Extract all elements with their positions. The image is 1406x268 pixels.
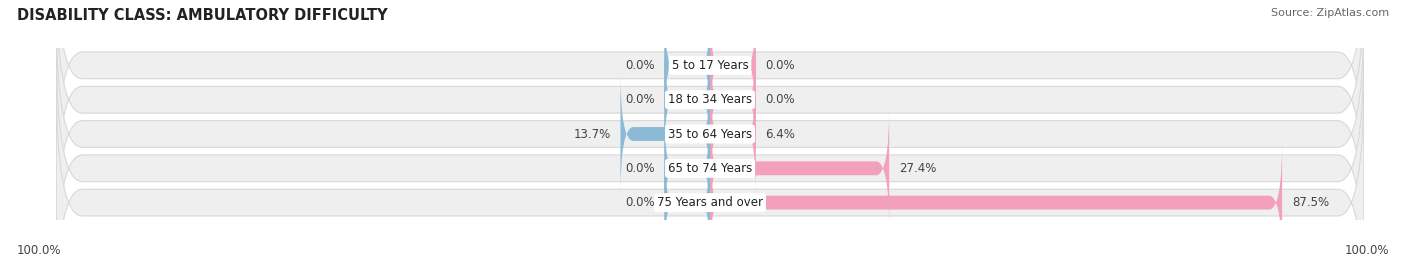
Text: Source: ZipAtlas.com: Source: ZipAtlas.com	[1271, 8, 1389, 18]
FancyBboxPatch shape	[664, 107, 710, 230]
Text: DISABILITY CLASS: AMBULATORY DIFFICULTY: DISABILITY CLASS: AMBULATORY DIFFICULTY	[17, 8, 388, 23]
Text: 6.4%: 6.4%	[766, 128, 796, 140]
Text: 18 to 34 Years: 18 to 34 Years	[668, 93, 752, 106]
FancyBboxPatch shape	[56, 10, 1364, 258]
Text: 0.0%: 0.0%	[624, 93, 654, 106]
Text: 0.0%: 0.0%	[624, 162, 654, 175]
FancyBboxPatch shape	[710, 72, 756, 196]
FancyBboxPatch shape	[664, 38, 710, 161]
Text: 75 Years and over: 75 Years and over	[657, 196, 763, 209]
Text: 27.4%: 27.4%	[898, 162, 936, 175]
FancyBboxPatch shape	[56, 79, 1364, 268]
Text: 0.0%: 0.0%	[624, 59, 654, 72]
FancyBboxPatch shape	[620, 72, 710, 196]
Text: 0.0%: 0.0%	[766, 59, 796, 72]
Text: 35 to 64 Years: 35 to 64 Years	[668, 128, 752, 140]
FancyBboxPatch shape	[710, 107, 889, 230]
FancyBboxPatch shape	[56, 0, 1364, 189]
FancyBboxPatch shape	[664, 141, 710, 264]
FancyBboxPatch shape	[664, 4, 710, 127]
FancyBboxPatch shape	[710, 4, 756, 127]
Text: 100.0%: 100.0%	[1344, 244, 1389, 257]
Text: 13.7%: 13.7%	[574, 128, 610, 140]
FancyBboxPatch shape	[710, 141, 1282, 264]
FancyBboxPatch shape	[710, 38, 756, 161]
FancyBboxPatch shape	[56, 44, 1364, 268]
FancyBboxPatch shape	[56, 0, 1364, 224]
Text: 65 to 74 Years: 65 to 74 Years	[668, 162, 752, 175]
Text: 0.0%: 0.0%	[624, 196, 654, 209]
Text: 87.5%: 87.5%	[1292, 196, 1329, 209]
Text: 5 to 17 Years: 5 to 17 Years	[672, 59, 748, 72]
Text: 0.0%: 0.0%	[766, 93, 796, 106]
Text: 100.0%: 100.0%	[17, 244, 62, 257]
